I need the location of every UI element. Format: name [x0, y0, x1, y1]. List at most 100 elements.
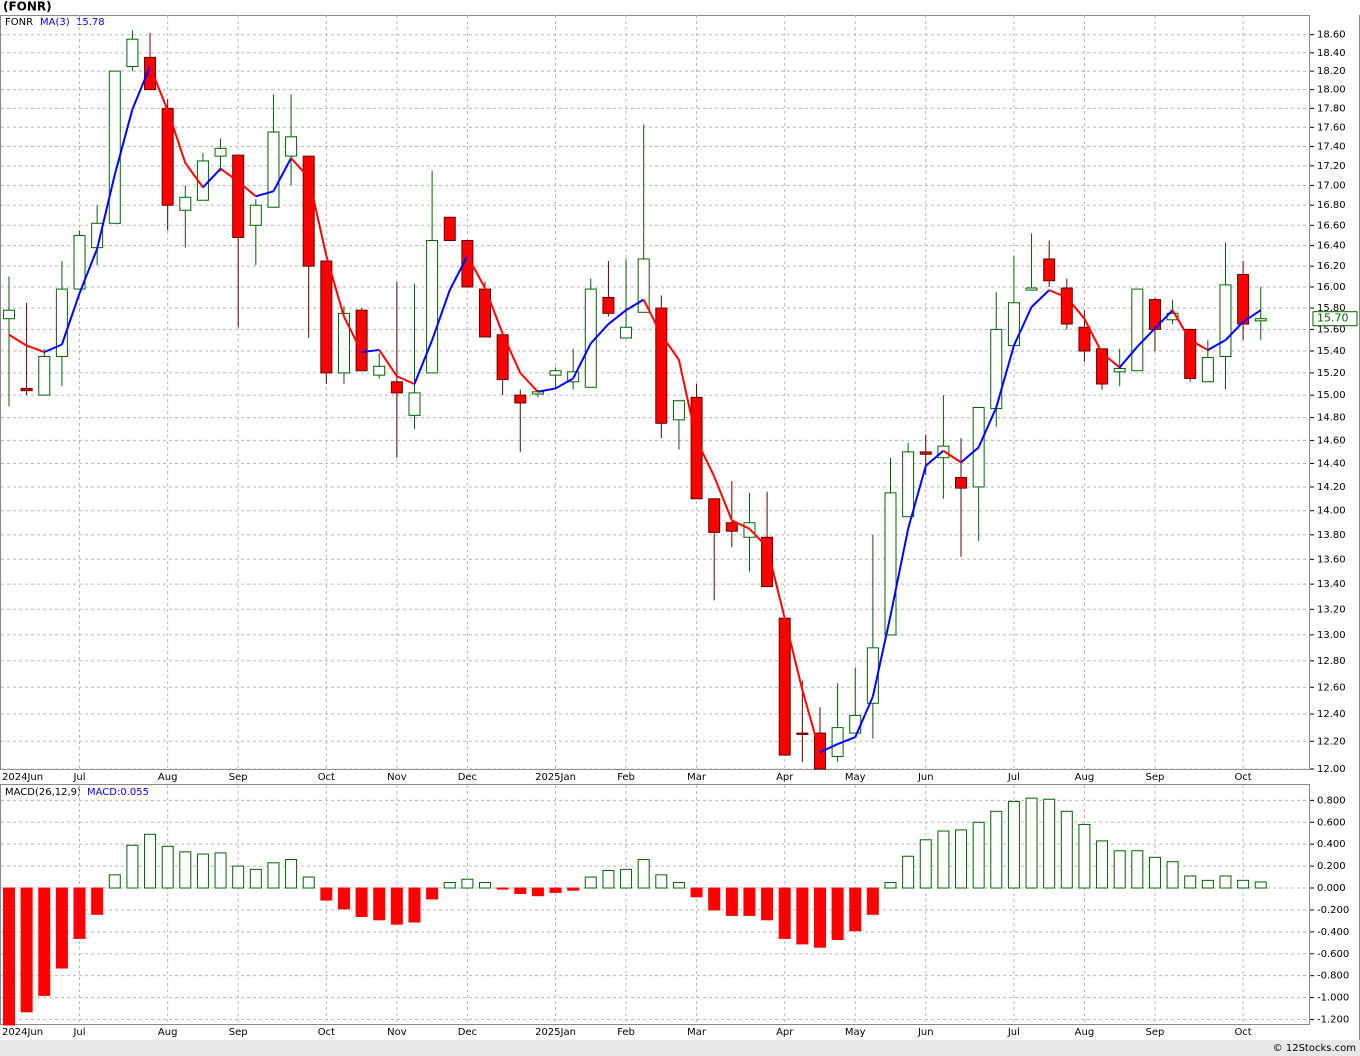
ma-line-segment: [8, 333, 28, 347]
y-tick-label: 0.800: [1317, 795, 1346, 806]
last-price-box: [1312, 311, 1358, 327]
ma-line-segment: [837, 736, 856, 745]
x-tick-label: Apr: [776, 1027, 794, 1038]
macd-title: MACD(26,12,9): [5, 787, 81, 798]
candle-body: [179, 196, 192, 211]
macd-bar: [126, 844, 139, 889]
candle-body: [884, 492, 897, 636]
ma-line-segment: [290, 157, 310, 179]
y-tick-label: 18.60: [1317, 30, 1346, 41]
y-tick-label: 12.80: [1317, 656, 1346, 667]
macd-bar: [1184, 875, 1197, 889]
ma-line-segment: [1189, 339, 1209, 351]
x-tick-label: Oct: [318, 1027, 335, 1038]
x-tick-label: Oct: [318, 772, 335, 783]
y-tick-label: 16.00: [1317, 282, 1346, 293]
macd-bar: [108, 874, 121, 889]
macd-bar: [144, 833, 157, 889]
x-tick-label: Mar: [687, 772, 707, 783]
macd-bar: [514, 887, 527, 894]
ma-line-segment: [448, 255, 469, 291]
macd-bar: [1025, 797, 1038, 889]
ma-line-segment: [572, 342, 592, 379]
candle-body: [690, 396, 703, 500]
x-tick-label: Jul: [72, 1027, 85, 1038]
y-tick-label: 16.60: [1317, 220, 1346, 231]
candle-body: [408, 392, 421, 416]
y-tick-label: 15.60: [1317, 324, 1346, 335]
x-tick-label: Aug: [1075, 1027, 1095, 1038]
macd-bar: [743, 887, 756, 916]
ma-line-segment: [307, 177, 328, 257]
ma-line-segment: [131, 66, 151, 110]
ma-line-segment: [60, 292, 81, 345]
y-tick-label: 12.40: [1317, 709, 1346, 720]
ma-line-segment: [361, 348, 380, 354]
ma-line-segment: [555, 377, 574, 390]
macd-bar: [1131, 850, 1144, 889]
ma-line-segment: [166, 109, 187, 164]
y-tick-label: 0.200: [1317, 861, 1346, 872]
candle-body: [355, 309, 368, 372]
y-tick-label: 12.20: [1317, 736, 1346, 747]
ma-line-segment: [184, 162, 204, 188]
macd-bar: [355, 887, 368, 918]
x-tick-label: Aug: [158, 772, 178, 783]
ma-line-segment: [607, 309, 627, 325]
macd-bar: [849, 887, 862, 932]
x-tick-label: Sep: [229, 1027, 248, 1038]
candle-body: [443, 216, 456, 242]
y-tick-label: 18.40: [1317, 48, 1346, 59]
ma-line-segment: [484, 287, 504, 335]
y-tick-label: 17.00: [1317, 180, 1346, 191]
x-tick-label: Feb: [617, 1027, 635, 1038]
macd-bar: [531, 887, 544, 897]
candle-body: [249, 204, 262, 226]
y-tick-label: 17.60: [1317, 122, 1346, 133]
y-tick-label: 18.00: [1317, 85, 1346, 96]
candle-body: [902, 451, 915, 518]
candle-body: [126, 38, 139, 68]
candle-body: [620, 326, 633, 339]
candle-body: [1043, 258, 1056, 282]
y-tick-label: 14.80: [1317, 413, 1346, 424]
y-tick-label: 12.60: [1317, 682, 1346, 693]
macd-bar: [20, 887, 33, 1013]
ma-line-segment: [925, 450, 945, 467]
candle-body: [55, 288, 68, 357]
ma-line-segment: [1013, 306, 1033, 347]
candle-body: [514, 394, 527, 404]
y-tick-label: 16.80: [1317, 200, 1346, 211]
ma-line-segment: [1207, 339, 1226, 351]
ma-line-segment: [783, 617, 804, 691]
ma-line-segment: [642, 299, 663, 336]
y-tick-label: 15.20: [1317, 368, 1346, 379]
x-tick-label: Nov: [387, 1027, 407, 1038]
y-tick-label: 0.600: [1317, 817, 1346, 828]
macd-bar: [196, 853, 209, 889]
y-tick-label: 13.00: [1317, 630, 1346, 641]
x-tick-label: 2024Jun: [2, 1027, 43, 1038]
y-tick-label: 13.60: [1317, 554, 1346, 565]
ma-line-segment: [202, 168, 222, 189]
y-tick-label: 17.80: [1317, 103, 1346, 114]
macd-bar: [831, 887, 844, 941]
x-tick-label: Oct: [1234, 1027, 1251, 1038]
x-tick-label: Sep: [1146, 772, 1165, 783]
legend-symbol: FONR: [5, 17, 33, 28]
ma-line-segment: [413, 339, 434, 385]
ma-line-segment: [801, 689, 821, 753]
x-tick-label: May: [845, 1027, 866, 1038]
ma-line-segment: [1066, 296, 1086, 320]
x-tick-label: Jul: [1007, 772, 1020, 783]
macd-bar: [1237, 879, 1250, 889]
macd-bar: [214, 852, 227, 889]
macd-bar: [778, 887, 791, 939]
macd-bar: [902, 855, 915, 889]
macd-bar: [672, 882, 685, 889]
candle-body: [390, 381, 403, 394]
ma-line-segment: [396, 375, 415, 385]
macd-bar: [761, 887, 774, 921]
candle-body: [549, 370, 562, 376]
